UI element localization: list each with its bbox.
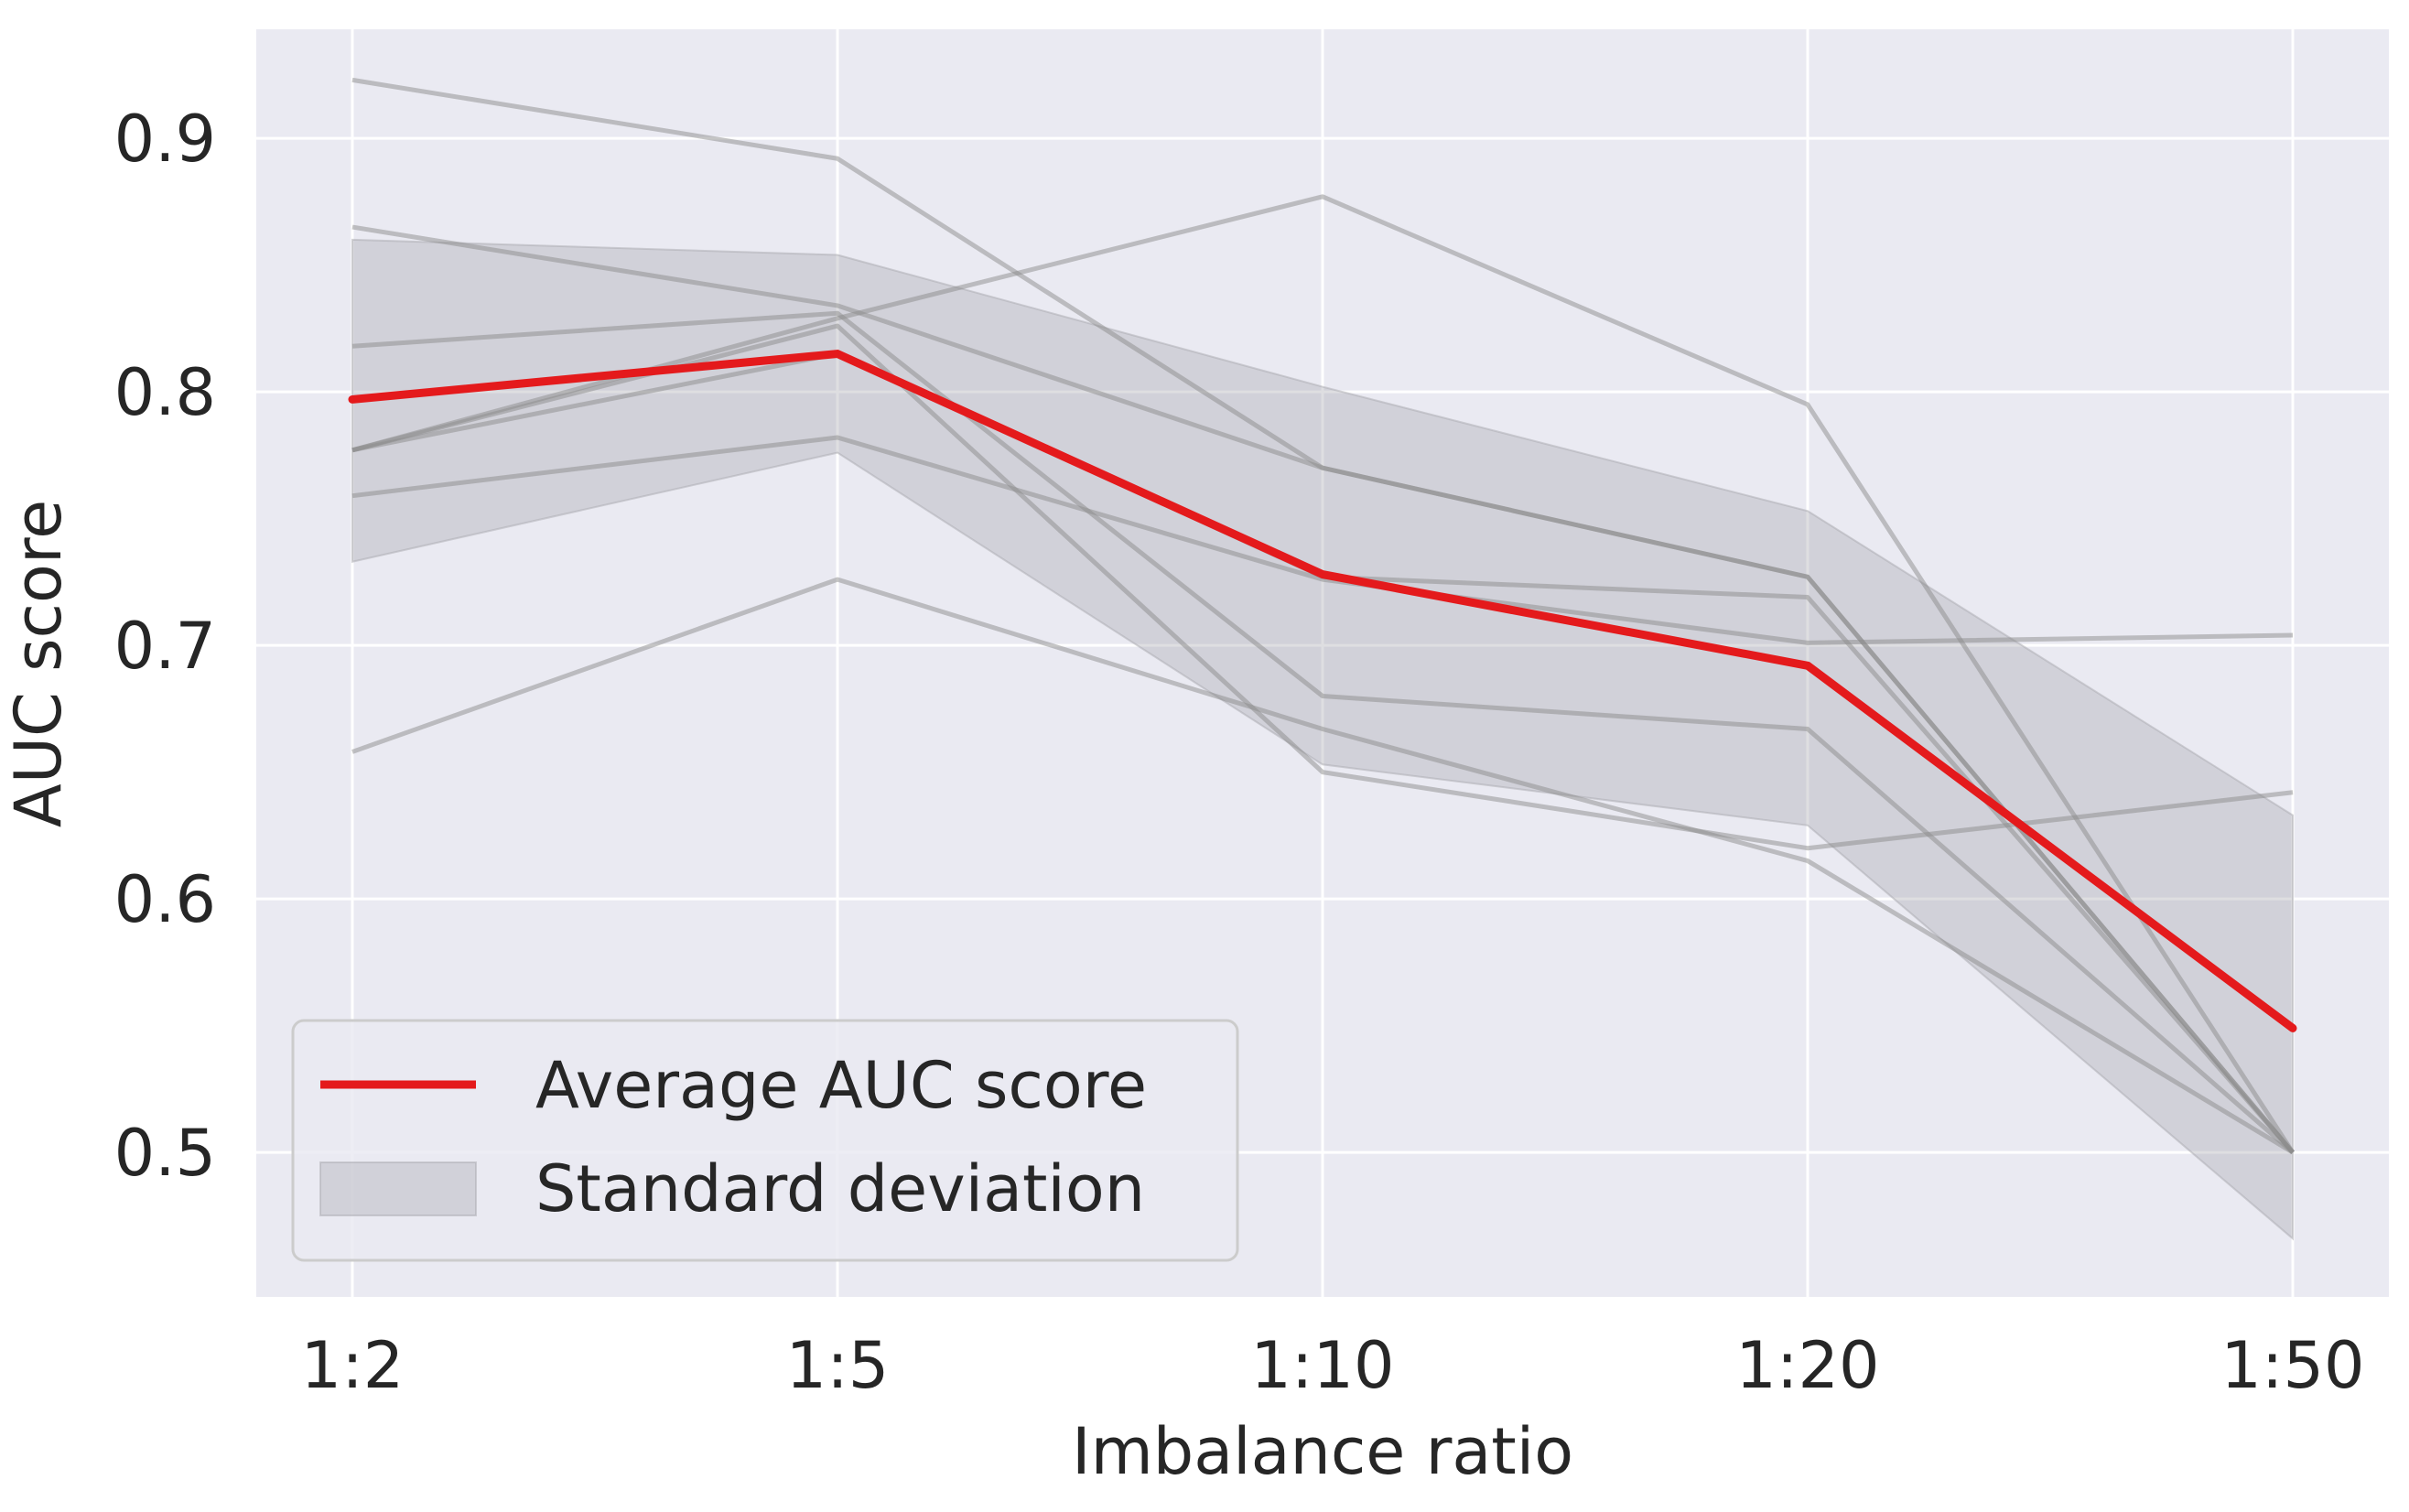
y-tick-label-4: 0.9 [114, 102, 216, 177]
average-layer [348, 350, 2297, 1032]
y-tick-label-3: 0.8 [114, 355, 216, 430]
x-tick-label-3: 1:20 [1735, 1328, 1879, 1403]
legend-std-label: Standard deviation [535, 1151, 1145, 1226]
legend: Average AUC score Standard deviation [291, 1019, 1239, 1262]
x-tick-label-4: 1:50 [2220, 1328, 2364, 1403]
y-tick-labels: 0.5 0.6 0.7 0.8 0.9 [114, 102, 216, 1191]
x-tick-label-1: 1:5 [786, 1328, 890, 1403]
x-tick-labels: 1:2 1:5 1:10 1:20 1:50 [301, 1328, 2365, 1403]
run-line-1 [351, 224, 2295, 1154]
legend-std-swatch [319, 1161, 477, 1216]
x-tick-label-2: 1:10 [1250, 1328, 1394, 1403]
legend-average-label: Average AUC score [535, 1048, 1147, 1123]
y-axis-label: AUC score [1, 500, 76, 827]
run-line-5 [351, 435, 2294, 645]
std-deviation-band [351, 238, 2294, 1241]
legend-box [291, 1019, 1239, 1262]
x-axis-label: Imbalance ratio [1072, 1414, 1573, 1489]
x-tick-label-0: 1:2 [301, 1328, 405, 1403]
run-line-2 [351, 310, 2295, 1154]
run-line-3 [351, 194, 2296, 1154]
run-line-6 [351, 577, 2295, 1155]
std-band-layer [351, 238, 2294, 1241]
y-tick-label-2: 0.7 [114, 609, 216, 684]
y-tick-label-1: 0.6 [114, 862, 216, 937]
average-auc-line [348, 350, 2297, 1032]
y-tick-label-0: 0.5 [114, 1116, 216, 1191]
